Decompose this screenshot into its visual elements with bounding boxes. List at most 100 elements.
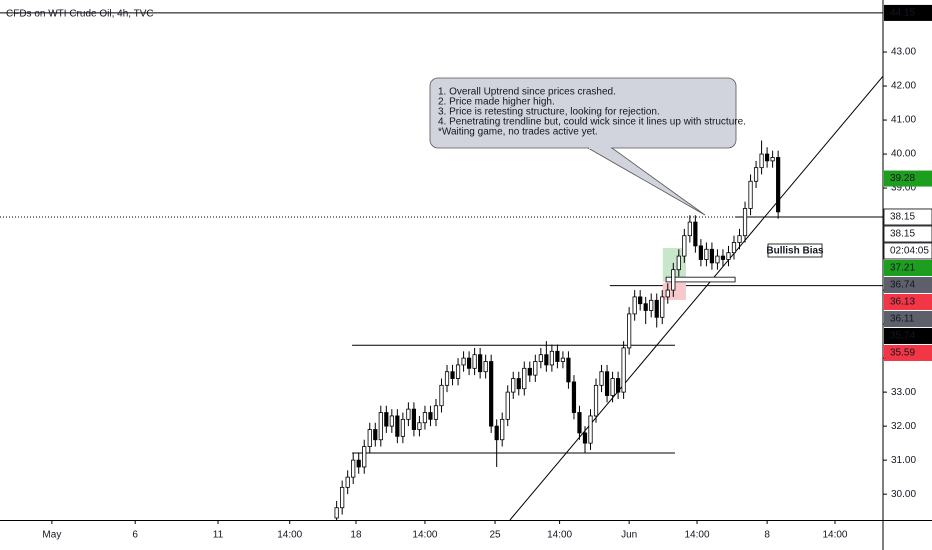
- candle-body: [676, 255, 681, 271]
- x-tick-label: 25: [489, 530, 501, 541]
- candle-body: [478, 354, 483, 373]
- candle-body: [588, 415, 593, 444]
- candle-body: [715, 255, 720, 264]
- candle-body: [770, 157, 775, 162]
- candle-body: [654, 299, 659, 318]
- candle-body: [776, 157, 781, 213]
- y-tick-label: 31.00: [891, 455, 916, 466]
- callout-line: 4. Penetrating trendline but, could wick…: [438, 117, 746, 128]
- candle-body: [511, 378, 516, 393]
- price-badge-label: 36.13: [890, 297, 915, 308]
- price-badge-label: 02:04:05: [890, 246, 929, 257]
- candle-body: [455, 364, 461, 379]
- candle-body: [472, 354, 477, 369]
- candle-body: [406, 408, 411, 420]
- price-badge: [884, 259, 932, 276]
- price-badge-label: 35.74: [890, 331, 915, 342]
- price-badge-label: 35.59: [890, 348, 915, 359]
- candle-body: [411, 408, 417, 430]
- x-tick-label: 18: [350, 530, 362, 541]
- candle-body: [340, 486, 345, 509]
- x-tick-label: 14:00: [547, 530, 572, 541]
- candle-body: [726, 252, 731, 260]
- callout-box: [429, 77, 737, 149]
- time-axis: [0, 520, 932, 550]
- price-badge: [884, 293, 932, 310]
- candle-body: [566, 357, 571, 383]
- callout-joint: [589, 146, 611, 149]
- callout-line: 1. Overall Uptrend since prices crashed.: [438, 87, 616, 98]
- candle-body: [433, 405, 439, 420]
- candle-body: [395, 415, 400, 437]
- candle-body: [577, 412, 582, 434]
- candle-body: [527, 367, 532, 376]
- candle-body: [704, 248, 709, 260]
- candle-body: [466, 357, 472, 369]
- candle-body: [345, 476, 350, 488]
- candle-body: [505, 391, 510, 420]
- candle-body: [737, 235, 742, 243]
- x-tick-label: 14:00: [685, 530, 710, 541]
- y-tick-label: 39.00: [891, 183, 916, 194]
- candle-body: [682, 235, 687, 257]
- candle-body: [665, 289, 670, 298]
- candle-body: [378, 412, 383, 441]
- candle-body: [660, 296, 665, 318]
- bias-box: [767, 243, 823, 258]
- candle-body: [384, 412, 389, 427]
- candle-body: [417, 422, 422, 430]
- candle-body: [748, 180, 753, 209]
- y-tick-label: 41.00: [891, 115, 916, 126]
- price-badge: [884, 344, 932, 361]
- candle-body: [627, 313, 632, 349]
- candle-body: [439, 384, 444, 407]
- bias-label: Bullish Bias: [766, 246, 824, 257]
- price-badge: [884, 4, 932, 21]
- plot-area: [0, 12, 884, 525]
- price-badge-label: 44.15: [890, 8, 915, 19]
- y-tick-label: 42.00: [891, 81, 916, 92]
- candle-body: [638, 296, 643, 305]
- callout-line: *Waiting game, no trades active yet.: [438, 127, 598, 138]
- price-badge: [884, 327, 932, 344]
- candle-body: [616, 378, 621, 393]
- candle-body: [560, 357, 566, 362]
- x-tick-label: May: [42, 530, 61, 541]
- candle-body: [698, 245, 703, 260]
- price-badge-label: 36.74: [890, 280, 915, 291]
- candle-body: [571, 381, 577, 413]
- candle-body: [604, 371, 610, 396]
- candle-body: [632, 296, 637, 315]
- candle-body: [731, 242, 737, 254]
- y-tick-label: 30.00: [891, 489, 916, 500]
- candle-body: [593, 384, 599, 417]
- y-tick-label: 43.00: [891, 47, 916, 58]
- candle-body: [356, 459, 361, 468]
- candle-body: [544, 354, 549, 366]
- candle-body: [500, 418, 505, 441]
- x-tick-label: 8: [764, 530, 770, 541]
- y-tick-label: 33.00: [891, 387, 916, 398]
- candle-body: [610, 378, 615, 396]
- candle-body: [765, 153, 770, 162]
- candle-body: [582, 432, 588, 444]
- candle-body: [643, 303, 648, 311]
- candle-body: [538, 354, 543, 362]
- x-tick-label: 11: [213, 530, 224, 541]
- candle-body: [687, 221, 692, 237]
- candle-body: [742, 208, 748, 237]
- x-tick-label: 14:00: [277, 530, 302, 541]
- candle-body: [555, 350, 560, 362]
- candle-body: [334, 507, 339, 519]
- candle-body: [362, 446, 367, 468]
- x-tick-label: Jun: [621, 530, 637, 541]
- candle-body: [599, 371, 604, 386]
- price-badge-label: 37.21: [890, 263, 915, 274]
- candle-body: [489, 361, 494, 427]
- price-badge: [883, 208, 932, 226]
- candle-body: [483, 361, 488, 373]
- y-tick-label: 32.00: [891, 421, 916, 432]
- price-badge-label: 36.11: [890, 314, 915, 325]
- candle-body: [461, 357, 466, 366]
